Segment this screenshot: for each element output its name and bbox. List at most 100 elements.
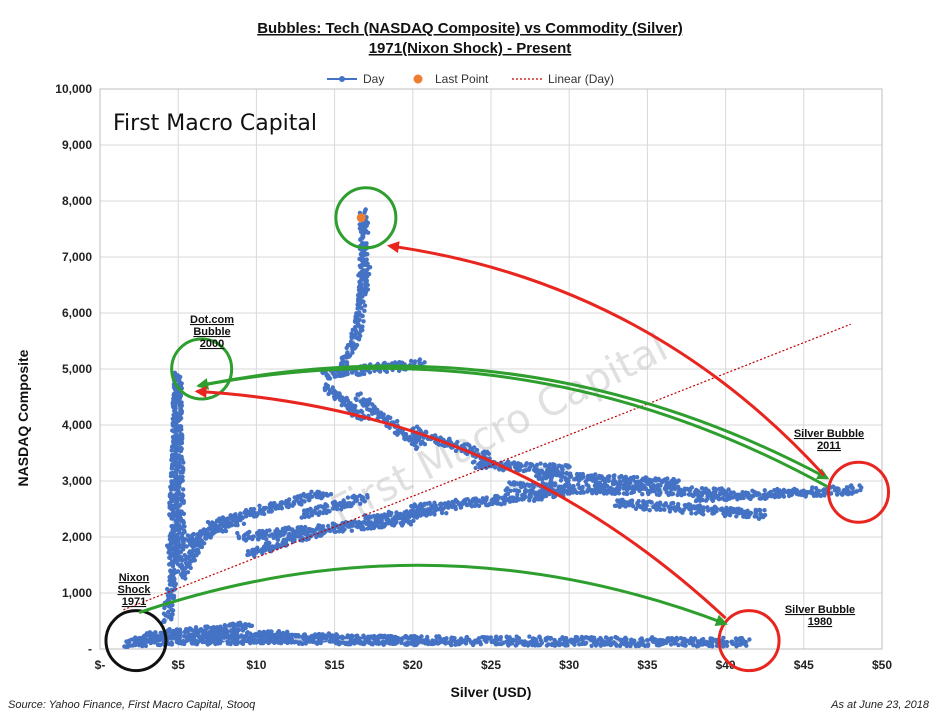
day-point (234, 519, 239, 524)
day-point (574, 635, 580, 640)
day-point (236, 534, 241, 539)
day-point (277, 533, 282, 539)
day-point (166, 609, 171, 615)
day-point (176, 540, 181, 545)
day-point (355, 311, 360, 316)
day-point (474, 447, 480, 453)
day-point (559, 471, 564, 476)
chart-title: Bubbles: Tech (NASDAQ Composite) vs Comm… (257, 20, 683, 37)
day-point (453, 448, 459, 454)
day-point (418, 506, 423, 512)
day-point (239, 633, 244, 638)
legend-day-label: Day (363, 72, 384, 86)
day-point (523, 488, 528, 493)
day-point (278, 641, 284, 646)
day-point (219, 527, 224, 532)
day-point (581, 474, 586, 480)
day-point (326, 508, 331, 514)
day-point (180, 570, 186, 575)
day-point (309, 528, 314, 534)
day-point (658, 507, 663, 512)
day-point (571, 483, 576, 489)
day-point (472, 503, 478, 508)
day-point (762, 508, 767, 513)
day-point (411, 441, 416, 446)
day-point (194, 547, 200, 552)
day-point (169, 480, 174, 486)
day-point (176, 486, 181, 491)
day-point (580, 484, 585, 490)
day-point (313, 640, 318, 645)
day-point (146, 637, 151, 643)
day-point (664, 479, 669, 484)
day-point (216, 633, 222, 639)
day-point (258, 532, 264, 538)
day-point (286, 525, 291, 530)
day-point (411, 504, 416, 509)
day-point (495, 641, 500, 647)
day-point (727, 513, 733, 518)
day-point (184, 544, 189, 549)
day-point (168, 540, 173, 546)
day-point (349, 519, 354, 525)
day-point (382, 416, 387, 421)
day-point (173, 512, 179, 517)
day-point (589, 635, 595, 640)
day-point (241, 521, 247, 526)
day-point (282, 639, 287, 644)
day-point (473, 465, 478, 471)
day-point (718, 491, 723, 497)
day-point (408, 510, 413, 516)
day-point (721, 641, 726, 647)
day-point (669, 636, 674, 641)
chart-subtitle: 1971(Nixon Shock) - Present (369, 40, 572, 57)
day-point (676, 502, 681, 507)
day-point (680, 642, 685, 647)
day-point (669, 492, 675, 497)
day-point (386, 635, 391, 640)
day-point (172, 478, 178, 483)
day-point (174, 397, 179, 403)
day-point (487, 636, 492, 641)
day-point (261, 505, 267, 511)
day-point (190, 552, 195, 557)
day-point (395, 418, 400, 424)
day-point (430, 641, 435, 647)
day-point (306, 492, 311, 498)
day-point (354, 397, 359, 403)
legend-linear-label: Linear (Day) (548, 72, 614, 86)
day-point (616, 491, 622, 496)
day-point (318, 638, 323, 643)
day-point (644, 503, 649, 508)
day-point (246, 534, 252, 540)
y-tick-label: 5,000 (62, 362, 92, 376)
day-point (709, 640, 715, 645)
day-point (169, 641, 175, 646)
day-point (477, 499, 483, 504)
day-point (187, 539, 192, 545)
day-point (139, 637, 145, 642)
day-point (331, 634, 336, 639)
day-point (382, 522, 388, 528)
day-point (167, 578, 172, 583)
x-tick-label: $15 (325, 658, 345, 672)
annotation-silver2011-line1: Silver Bubble (794, 428, 864, 440)
annotation-nixon-line1: Nixon (119, 572, 150, 584)
day-point (359, 409, 365, 415)
day-point (361, 498, 367, 504)
day-point (306, 497, 311, 502)
day-point (761, 514, 766, 520)
day-point (546, 642, 551, 647)
day-point (503, 461, 509, 466)
day-point (300, 641, 305, 647)
day-point (688, 486, 693, 492)
day-point (267, 533, 272, 538)
x-tick-label: $50 (872, 658, 892, 672)
day-point (516, 636, 522, 641)
day-point (178, 456, 184, 461)
day-point (507, 635, 512, 640)
day-point (601, 642, 606, 647)
day-point (170, 545, 175, 550)
day-point (436, 635, 442, 640)
day-point (775, 486, 780, 492)
